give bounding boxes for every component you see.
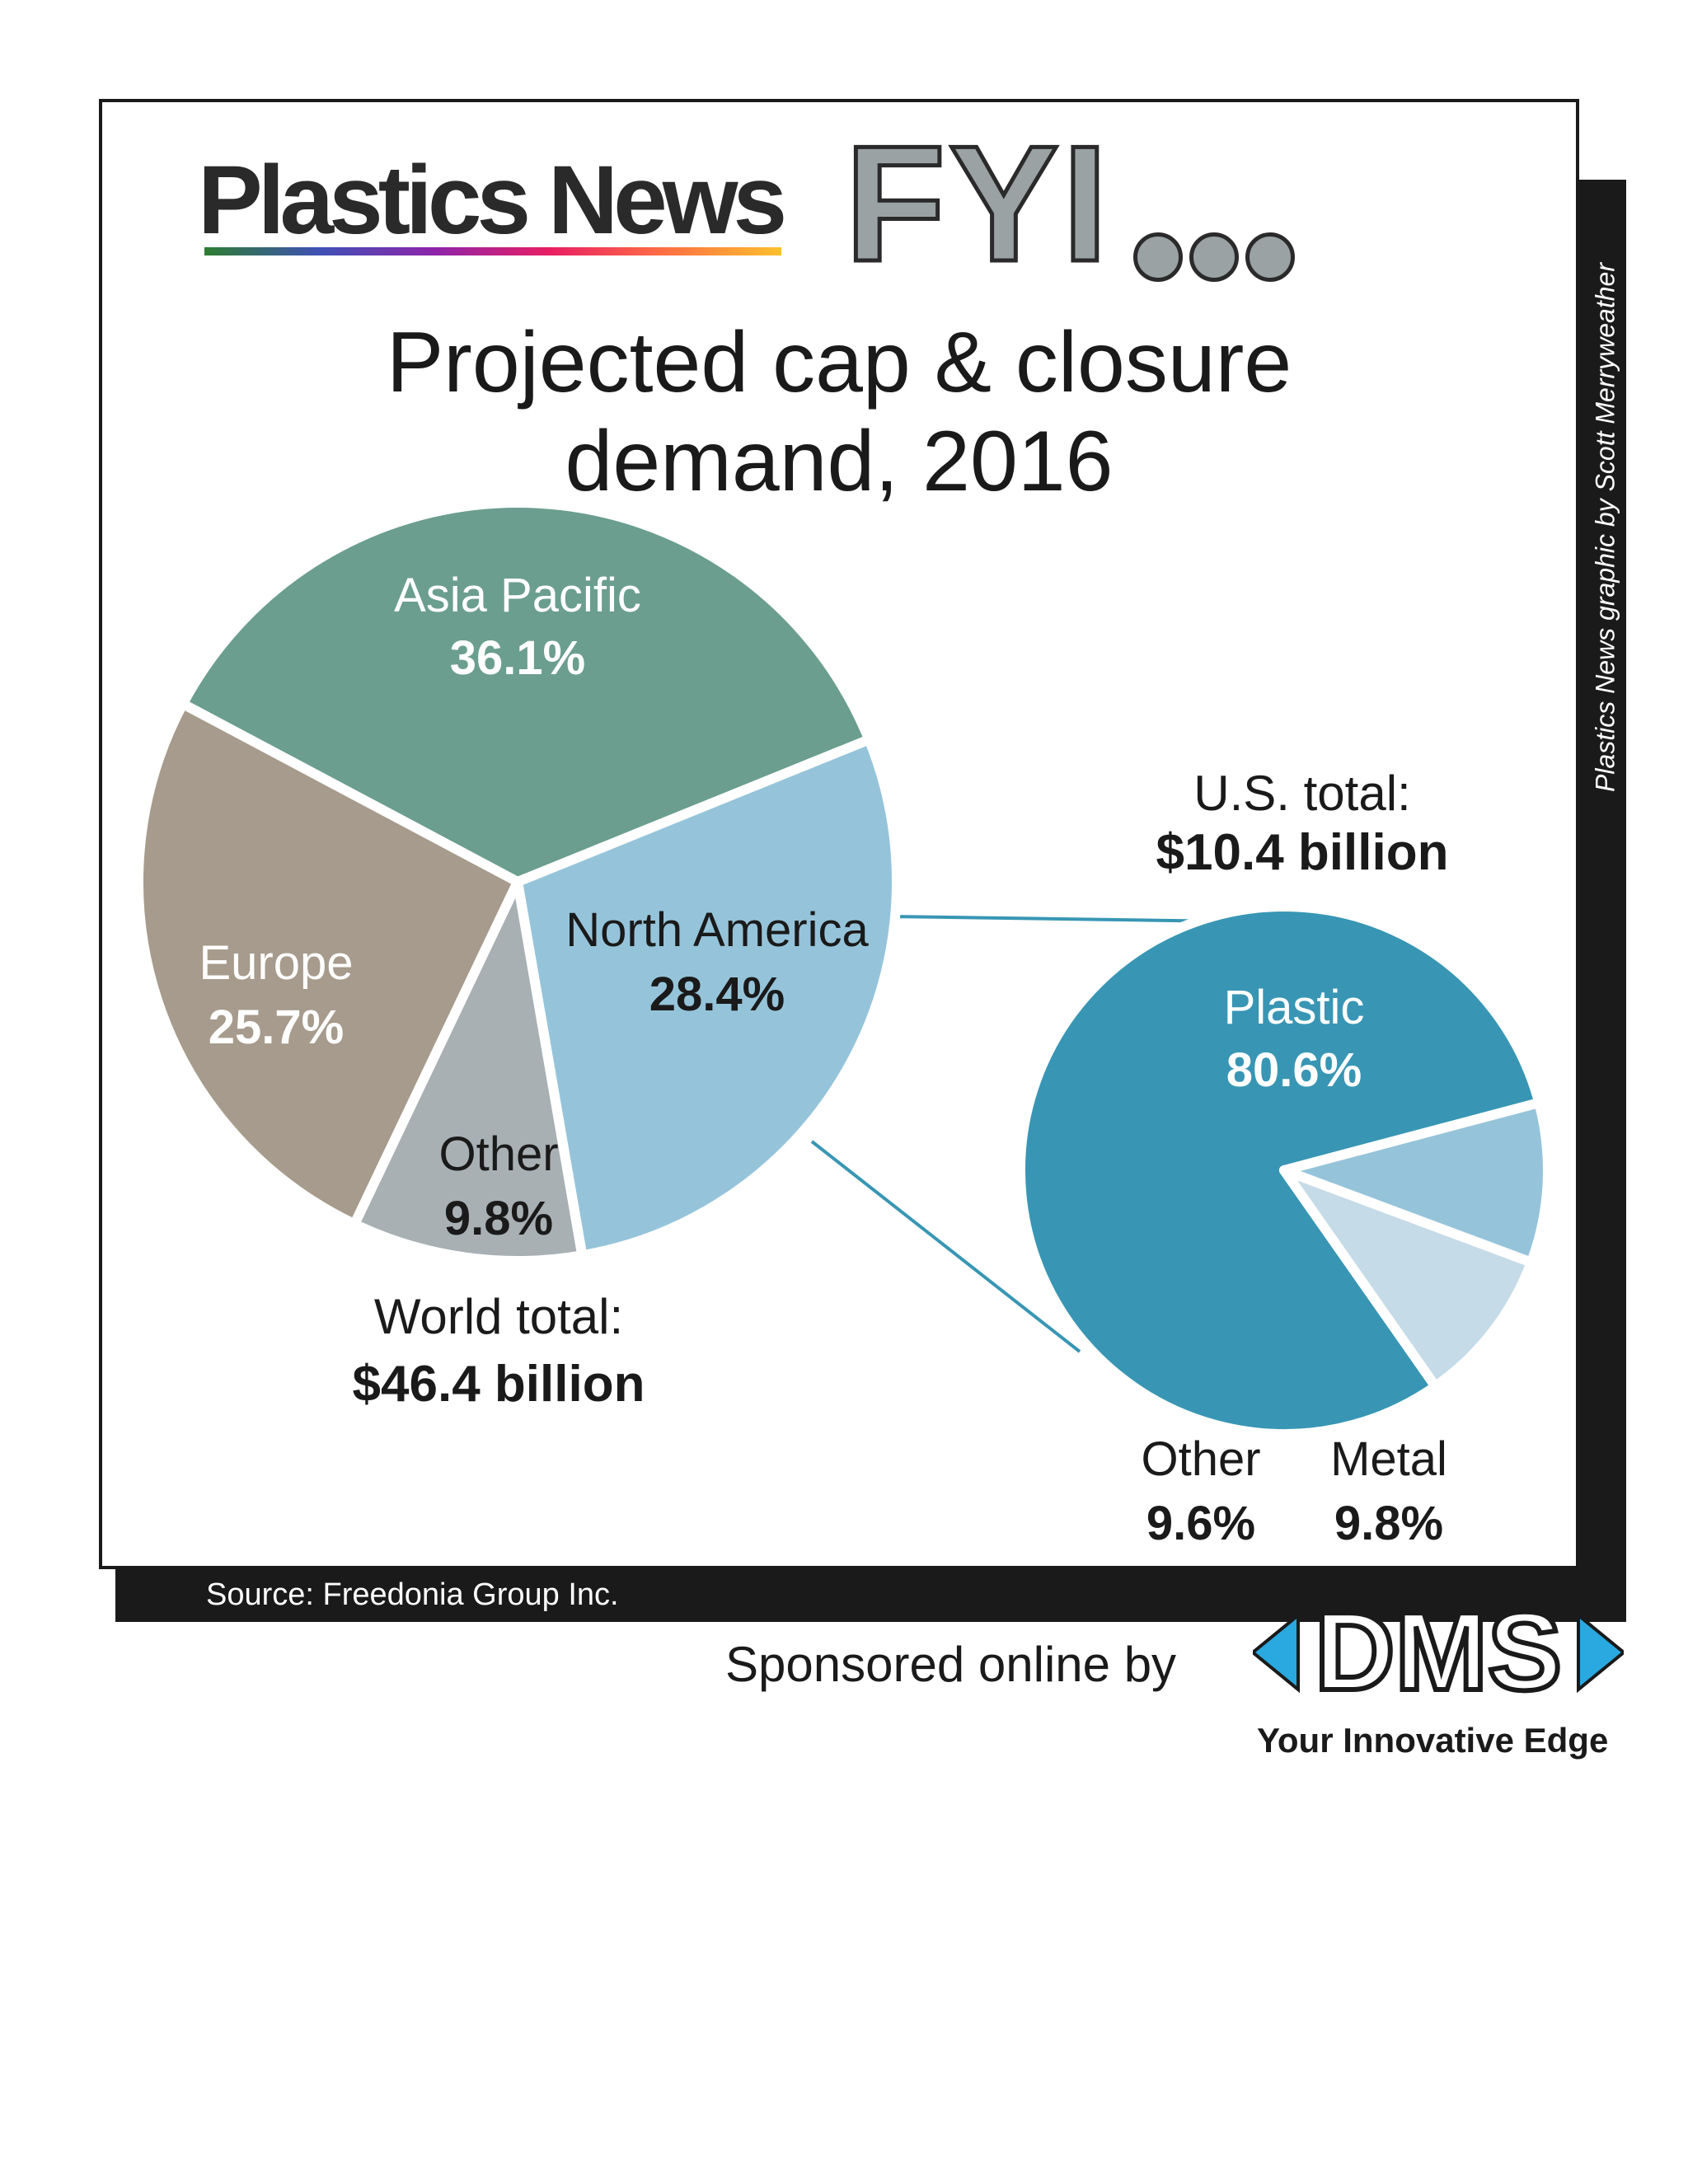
slice-label-north-america: North America: [565, 903, 869, 957]
us-total-value: $10.4 billion: [1156, 824, 1449, 881]
slice-value-us-other: 9.6%: [1146, 1497, 1255, 1550]
world-slice-other: [349, 877, 588, 1266]
world-pie: [134, 498, 902, 1266]
slice-value-other: 9.8%: [444, 1192, 553, 1245]
world-slice-north-america: [513, 734, 902, 1261]
slice-label-asia-pacific: Asia Pacific: [394, 569, 641, 622]
sponsor-text: Sponsored online by: [725, 1637, 1177, 1692]
world-slice-europe: [134, 699, 523, 1230]
dms-logo: DMS: [1253, 1595, 1624, 1710]
chart-title-line1: Projected cap & closure: [386, 315, 1292, 410]
fyi-dots: [1133, 232, 1301, 286]
dms-logo-left-arrow: [1253, 1611, 1300, 1694]
brand-color-bar: [204, 247, 781, 255]
source-bar: Source: Freedonia Group Inc.: [196, 1571, 1579, 1620]
world-total-value: $46.4 billion: [353, 1356, 645, 1413]
dms-logo-text: DMS: [1315, 1595, 1562, 1710]
fyi-dot: [1245, 232, 1295, 282]
slice-label-metal: Metal: [1330, 1432, 1447, 1486]
connector-line-bottom: [810, 1140, 1081, 1353]
slice-label-other: Other: [438, 1127, 558, 1181]
slice-value-metal: 9.8%: [1334, 1497, 1443, 1550]
fyi-dot: [1133, 232, 1183, 282]
connector-line-top: [889, 915, 1229, 923]
fyi-heading: FYI: [842, 112, 1112, 296]
world-slice-asia-pacific: [177, 498, 874, 887]
slice-value-north-america: 28.4%: [649, 968, 785, 1021]
slice-label-us-other: Other: [1141, 1432, 1260, 1486]
slice-value-europe: 25.7%: [209, 1001, 344, 1054]
us-pie: [1015, 902, 1553, 1439]
slice-value-plastic: 80.6%: [1226, 1043, 1362, 1097]
sponsor-tagline: Your Innovative Edge: [1257, 1721, 1609, 1760]
world-total-label: World total:: [374, 1289, 623, 1344]
us-total-label: U.S. total:: [1193, 766, 1410, 821]
us-slice-metal: [1279, 1098, 1553, 1268]
brand-logo: Plastics News: [198, 146, 787, 255]
fyi-dot: [1189, 232, 1239, 282]
world-pie-labels: Asia Pacific 36.1% North America 28.4% O…: [199, 569, 869, 1413]
slice-label-europe: Europe: [199, 936, 353, 990]
us-slice-other: [1279, 1165, 1536, 1392]
slice-value-asia-pacific: 36.1%: [450, 631, 585, 685]
dms-logo-right-arrow: [1577, 1611, 1624, 1694]
source-note: Source: Freedonia Group Inc.: [206, 1577, 619, 1612]
slice-label-plastic: Plastic: [1224, 981, 1365, 1034]
us-pie-labels: Plastic 80.6% Metal 9.8% Other 9.6% U.S.…: [1141, 766, 1448, 1550]
chart-title-line2: demand, 2016: [565, 414, 1114, 509]
